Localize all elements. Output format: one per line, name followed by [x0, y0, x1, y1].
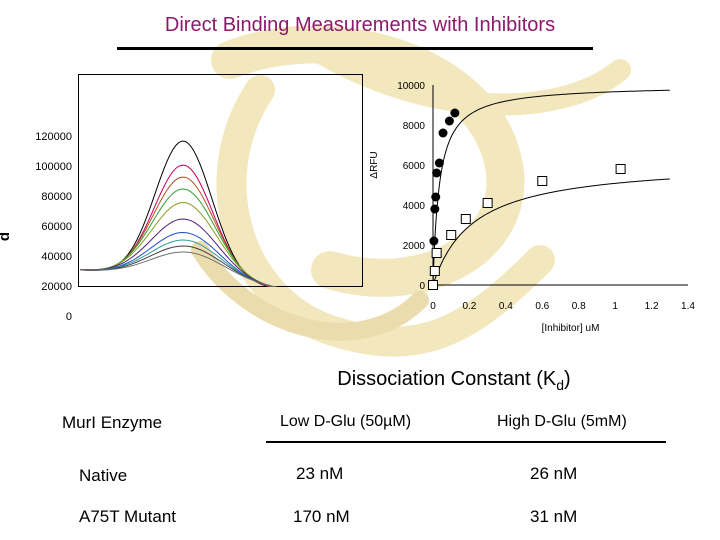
table-row-native-high: 26 nM [530, 464, 578, 483]
spectrum-curve [79, 231, 278, 287]
binding-point-open [446, 230, 457, 240]
spectrum-curve [79, 251, 279, 287]
binding-point-open [460, 214, 471, 224]
binding-x-tick: 1.4 [681, 301, 695, 312]
binding-point-filled [438, 128, 448, 138]
binding-y-tick: 2000 [403, 241, 426, 252]
binding-x-tick: 1 [612, 301, 618, 312]
binding-point-open [429, 266, 440, 276]
binding-x-tick: 1.2 [645, 301, 659, 312]
binding-point-filled [450, 108, 460, 118]
binding-x-tick: 0.2 [462, 301, 476, 312]
binding-point-open [482, 198, 493, 208]
binding-point-filled [429, 236, 439, 246]
table-row-mutant-high: 31 nM [530, 507, 578, 526]
slide-title: Direct Binding Measurements with Inhibit… [164, 14, 556, 36]
table-row-mutant-low: 170 nM [293, 507, 350, 526]
spectra-y-tick: 0 [65, 311, 72, 323]
spectra-y-tick: 40000 [41, 251, 72, 263]
spectrum-curve [79, 164, 274, 287]
binding-fit-curve [432, 89, 670, 286]
binding-point-filled [430, 204, 440, 214]
spectrum-curve [79, 188, 276, 287]
binding-fit-curve [432, 178, 670, 286]
binding-y-tick: 10000 [397, 81, 425, 92]
table-header-rule [266, 441, 666, 443]
table-row-mutant-enzyme: A75T Mutant [79, 507, 177, 526]
binding-x-tick: 0.4 [499, 301, 513, 312]
binding-y-tick: 6000 [403, 161, 426, 172]
binding-point-open [615, 164, 626, 174]
header-high-dglu: High D-Glu (5mM) [497, 413, 627, 430]
emission-spectra-plot [78, 74, 363, 287]
spectrum-curve [79, 140, 273, 287]
spectra-y-axis-title: d [0, 232, 13, 241]
dissociation-table-title: Dissociation Constant (Kd) [337, 368, 571, 393]
spectrum-curve [79, 201, 277, 287]
binding-point-filled [434, 158, 444, 168]
binding-point-filled [431, 192, 441, 202]
binding-y-tick: 0 [419, 281, 425, 292]
binding-x-tick: 0 [430, 301, 436, 312]
binding-point-open [431, 248, 442, 258]
binding-x-axis-label: [Inhibitor] uM [542, 323, 600, 334]
binding-x-tick: 0.8 [572, 301, 586, 312]
spectrum-curve [79, 245, 279, 287]
binding-y-tick: 4000 [403, 201, 426, 212]
spectra-y-tick: 60000 [41, 221, 72, 233]
spectrum-curve [79, 176, 275, 287]
binding-point-filled [432, 168, 442, 178]
table-row-native-enzyme: Native [79, 466, 128, 485]
spectra-y-tick: 20000 [41, 281, 72, 293]
spectrum-curve [79, 239, 278, 287]
binding-point-open [428, 280, 438, 290]
spectra-y-tick: 120000 [35, 131, 72, 143]
spectra-y-tick: 80000 [41, 191, 72, 203]
binding-x-tick: 0.6 [535, 301, 549, 312]
title-underline [117, 47, 593, 50]
header-low-dglu: Low D-Glu (50µM) [280, 413, 412, 430]
spectra-y-tick: 100000 [35, 161, 72, 173]
header-enzyme: MurI Enzyme [62, 413, 163, 432]
binding-point-open [537, 176, 548, 186]
binding-y-tick: 8000 [403, 121, 426, 132]
spectrum-curve [79, 218, 278, 287]
table-row-native-low: 23 nM [296, 464, 344, 483]
binding-curve-chart: 10000 8000 6000 4000 2000 00 0.2 0.4 0.6 0.8 1 1.2 1… [369, 81, 695, 334]
binding-point-filled [444, 116, 454, 126]
binding-y-axis-label: ΔRFU [369, 151, 380, 178]
spectra-plot-frame [78, 74, 363, 287]
